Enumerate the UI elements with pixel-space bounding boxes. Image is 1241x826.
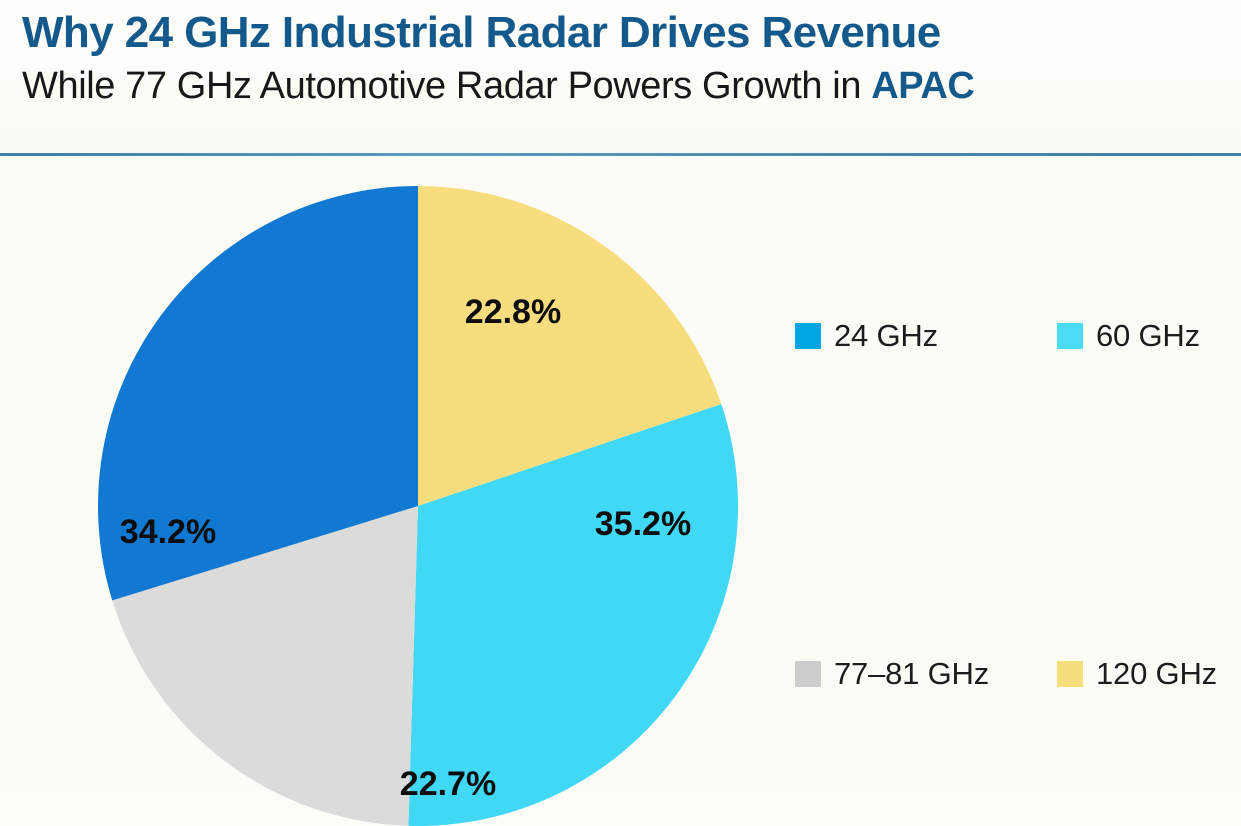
legend-label-24ghz: 24 GHz: [834, 318, 938, 353]
pie-slice-group: [98, 186, 738, 826]
subtitle-accent-apac: APAC: [871, 65, 975, 108]
header-divider: [0, 153, 1241, 156]
pie-slice[interactable]: [408, 404, 738, 826]
legend-item-77-81ghz[interactable]: 77–81 GHz: [795, 654, 1057, 694]
legend-swatch-icon-77-81ghz: [795, 661, 821, 687]
pie-slice-value-label: 22.8%: [465, 293, 561, 331]
legend-row-top: 24 GHz 60 GHz: [795, 316, 1235, 356]
legend-swatch-icon-120ghz: [1057, 661, 1083, 687]
legend-swatch-icon-60ghz: [1057, 323, 1083, 349]
legend-label-77-81ghz: 77–81 GHz: [834, 656, 990, 691]
legend: 24 GHz 60 GHz 77–81 GHz 120 GHz: [795, 316, 1235, 696]
pie-slice[interactable]: [98, 186, 418, 601]
page-title: Why 24 GHz Industrial Radar Drives Reven…: [22, 8, 941, 57]
page-subtitle: While 77 GHz Automotive Radar Powers Gro…: [22, 65, 1219, 109]
pie-slice[interactable]: [418, 186, 722, 506]
legend-label-120ghz: 120 GHz: [1096, 656, 1217, 691]
legend-item-24ghz[interactable]: 24 GHz: [795, 316, 1057, 356]
legend-item-120ghz[interactable]: 120 GHz: [1057, 654, 1235, 694]
legend-row-bottom: 77–81 GHz 120 GHz: [795, 654, 1235, 694]
pie-slice[interactable]: [112, 506, 419, 826]
legend-item-60ghz[interactable]: 60 GHz: [1057, 316, 1235, 356]
header: Why 24 GHz Industrial Radar Drives Reven…: [0, 0, 1241, 156]
pie-slice-value-label: 22.7%: [400, 765, 496, 803]
legend-label-60ghz: 60 GHz: [1096, 318, 1200, 353]
pie-slice-value-label: 35.2%: [595, 505, 691, 543]
legend-swatch-icon-24ghz: [795, 323, 821, 349]
subtitle-text: While 77 GHz Automotive Radar Powers Gro…: [22, 65, 872, 108]
chart-area: 22.8% 35.2% 22.7% 34.2% 24 GHz 60 GHz 77–81…: [0, 156, 1241, 826]
pie-slice-value-label: 34.2%: [120, 513, 216, 551]
pie-chart-svg: 22.8% 35.2% 22.7% 34.2%: [98, 186, 738, 826]
pie-chart: 22.8% 35.2% 22.7% 34.2%: [98, 186, 738, 826]
